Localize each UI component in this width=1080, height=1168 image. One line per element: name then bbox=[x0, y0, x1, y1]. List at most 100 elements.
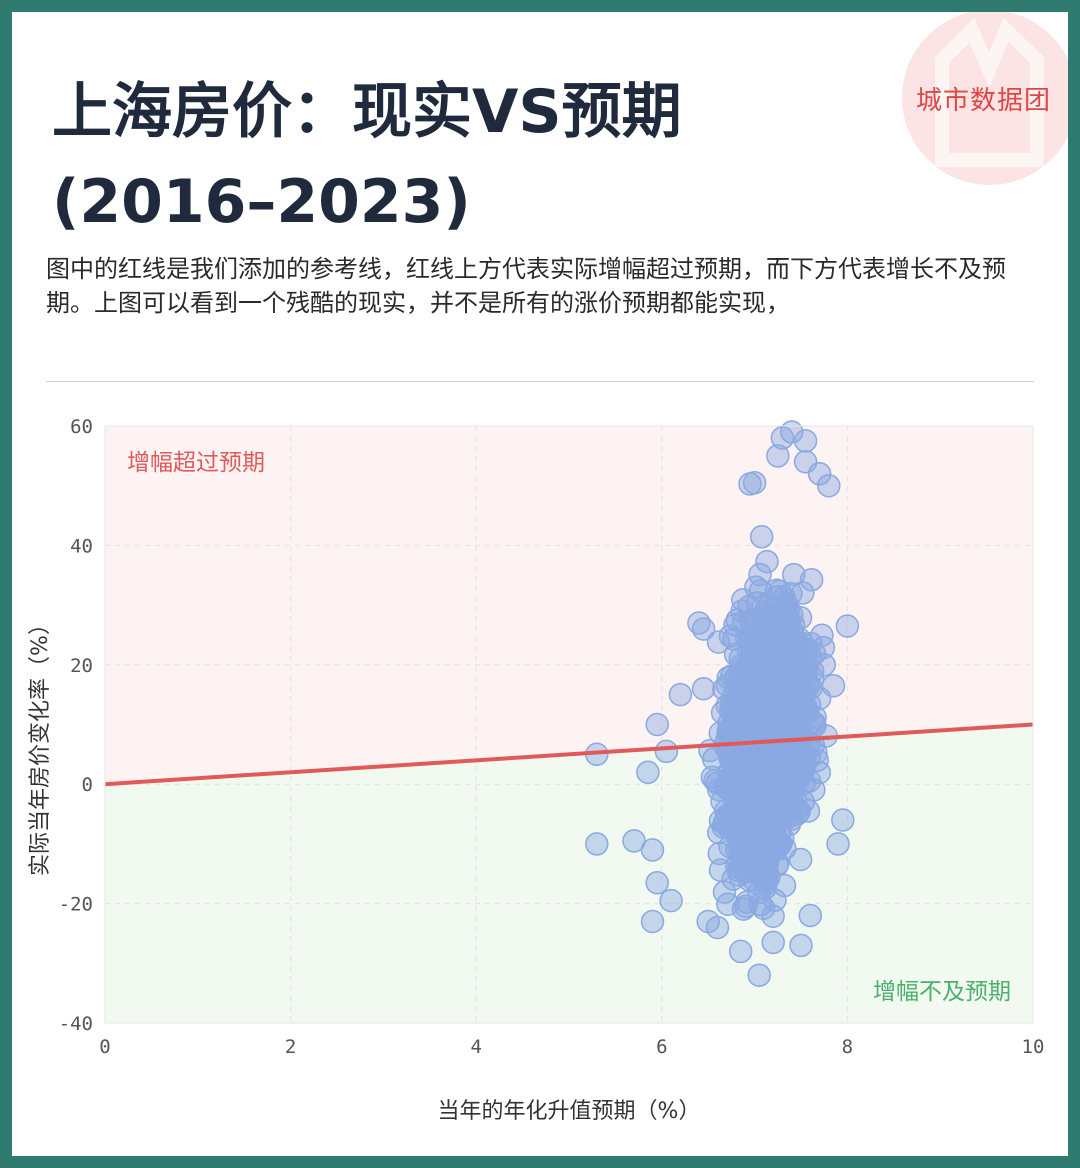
data-point bbox=[708, 858, 733, 882]
data-point bbox=[772, 873, 797, 898]
y-tick-label: 40 bbox=[70, 535, 93, 557]
x-axis-label: 当年的年化升值预期（%） bbox=[438, 1099, 701, 1124]
data-point bbox=[755, 771, 780, 795]
data-point bbox=[770, 426, 795, 450]
x-tick-label: 2 bbox=[285, 1036, 296, 1058]
divider bbox=[46, 381, 1034, 382]
data-point bbox=[748, 562, 772, 587]
data-point bbox=[668, 682, 693, 707]
data-point bbox=[753, 626, 777, 651]
x-tick-label: 4 bbox=[470, 1036, 481, 1058]
region-label-above: 增幅超过预期 bbox=[127, 450, 265, 476]
data-point bbox=[773, 629, 797, 654]
data-point bbox=[748, 627, 772, 651]
data-point bbox=[812, 653, 836, 677]
data-point bbox=[725, 837, 749, 861]
data-point bbox=[755, 549, 779, 574]
data-point bbox=[785, 797, 809, 821]
data-point bbox=[768, 682, 792, 707]
region-above bbox=[105, 426, 1033, 785]
brand-logo bbox=[902, 12, 1068, 185]
data-point bbox=[774, 745, 798, 770]
data-point bbox=[831, 808, 855, 832]
data-point bbox=[802, 778, 826, 802]
scatter-chart: 0 2 4 6 8 10 60 40 20 0 -20 -40 增幅超过预期增幅不及预期当年的年化升值预… bbox=[28, 416, 1045, 1124]
data-point bbox=[754, 859, 778, 884]
data-point bbox=[738, 472, 762, 496]
reference-line bbox=[104, 722, 1034, 787]
data-point bbox=[821, 673, 846, 698]
brand-name: 城市数据团 bbox=[916, 86, 1052, 116]
data-point bbox=[766, 444, 790, 468]
data-point bbox=[703, 769, 727, 793]
y-tick-label: 0 bbox=[82, 774, 93, 796]
data-point bbox=[728, 939, 753, 964]
data-point bbox=[753, 876, 777, 900]
data-point bbox=[640, 909, 665, 934]
data-point bbox=[777, 625, 801, 649]
data-point bbox=[807, 462, 832, 486]
data-point bbox=[715, 673, 740, 697]
data-point bbox=[749, 525, 774, 549]
data-point bbox=[730, 850, 754, 875]
data-point bbox=[774, 591, 798, 615]
data-point bbox=[585, 832, 609, 856]
data-point bbox=[799, 568, 824, 592]
data-point bbox=[826, 832, 850, 856]
data-point bbox=[706, 630, 731, 654]
x-tick-label: 10 bbox=[1022, 1036, 1045, 1058]
region-label-below: 增幅不及预期 bbox=[873, 979, 1011, 1005]
data-point bbox=[717, 765, 742, 790]
data-point bbox=[760, 811, 784, 836]
data-point bbox=[705, 915, 730, 940]
data-point bbox=[748, 579, 773, 603]
y-axis-label: 实际当年房价变化率（%） bbox=[28, 613, 53, 876]
plot-frame bbox=[104, 425, 1034, 1024]
data-point bbox=[691, 676, 716, 701]
points-group bbox=[585, 420, 860, 987]
data-point bbox=[645, 870, 669, 895]
data-point bbox=[788, 847, 813, 872]
data-point bbox=[723, 812, 747, 836]
data-point bbox=[716, 892, 740, 916]
data-point bbox=[747, 963, 771, 987]
data-point bbox=[774, 706, 799, 731]
data-point bbox=[798, 903, 823, 928]
data-point bbox=[817, 473, 841, 498]
data-point bbox=[761, 930, 785, 955]
page-title: 上海房价：现实VS预期 (2016–2023) bbox=[52, 67, 892, 247]
data-point bbox=[793, 743, 817, 768]
data-point bbox=[733, 860, 758, 884]
data-point bbox=[765, 578, 789, 603]
data-point bbox=[755, 850, 780, 875]
data-point bbox=[712, 677, 736, 701]
data-point bbox=[791, 647, 816, 672]
data-point bbox=[700, 765, 725, 789]
title-line-1: 上海房价：现实VS预期 bbox=[52, 77, 682, 147]
data-point bbox=[745, 805, 769, 830]
y-tick-label: 20 bbox=[70, 655, 93, 677]
data-point bbox=[747, 880, 771, 905]
data-point bbox=[776, 766, 801, 790]
data-point bbox=[754, 758, 778, 783]
data-point bbox=[789, 933, 813, 958]
y-tick-label: -20 bbox=[59, 894, 93, 916]
data-point bbox=[796, 671, 820, 695]
data-point bbox=[805, 748, 829, 773]
data-point bbox=[710, 700, 735, 725]
data-point bbox=[691, 617, 716, 641]
title-line-2: (2016–2023) bbox=[52, 167, 471, 237]
x-tick-label: 0 bbox=[99, 1036, 110, 1058]
data-point bbox=[743, 689, 767, 714]
data-point bbox=[645, 712, 669, 737]
y-tick-label: 60 bbox=[70, 416, 93, 438]
data-point bbox=[636, 760, 660, 785]
data-point bbox=[793, 429, 818, 453]
data-point bbox=[761, 904, 785, 928]
x-tick-label: 6 bbox=[656, 1036, 667, 1058]
x-tick-label: 8 bbox=[842, 1036, 853, 1058]
data-point bbox=[780, 603, 804, 628]
data-point bbox=[659, 888, 683, 913]
data-point bbox=[654, 739, 679, 764]
data-point bbox=[716, 816, 741, 840]
